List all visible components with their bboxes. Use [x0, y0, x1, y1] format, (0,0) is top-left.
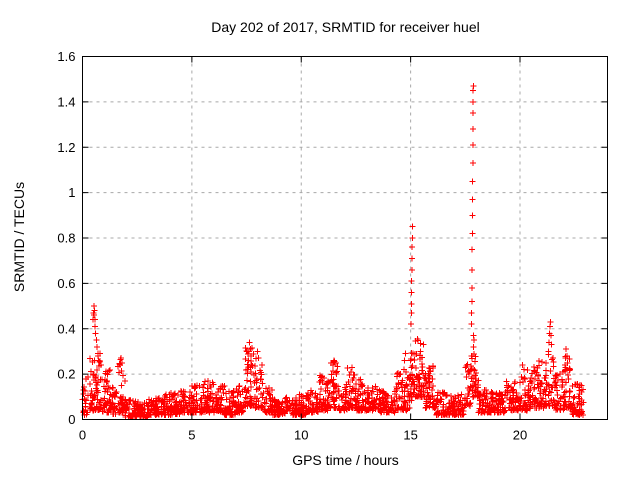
y-tick-label: 0.4	[57, 321, 75, 336]
y-tick-label: 0.8	[57, 231, 75, 246]
y-axis-label: SRMTID / TECUs	[11, 181, 27, 293]
y-tick-label: 1	[68, 185, 75, 200]
chart-title: Day 202 of 2017, SRMTID for receiver hue…	[211, 19, 480, 35]
y-tick-label: 1.4	[57, 94, 75, 109]
y-tick-label: 0.6	[57, 276, 75, 291]
y-tick-label: 0.2	[57, 367, 75, 382]
y-tick-label: 1.6	[57, 49, 75, 64]
y-tick-label: 1.2	[57, 140, 75, 155]
x-tick-label: 5	[188, 428, 195, 443]
x-tick-label: 20	[513, 428, 527, 443]
x-tick-label: 15	[403, 428, 417, 443]
x-tick-label: 0	[79, 428, 86, 443]
x-axis-label: GPS time / hours	[292, 452, 399, 468]
scatter-points	[79, 83, 587, 420]
x-tick-label: 10	[294, 428, 308, 443]
y-tick-label: 0	[68, 412, 75, 427]
